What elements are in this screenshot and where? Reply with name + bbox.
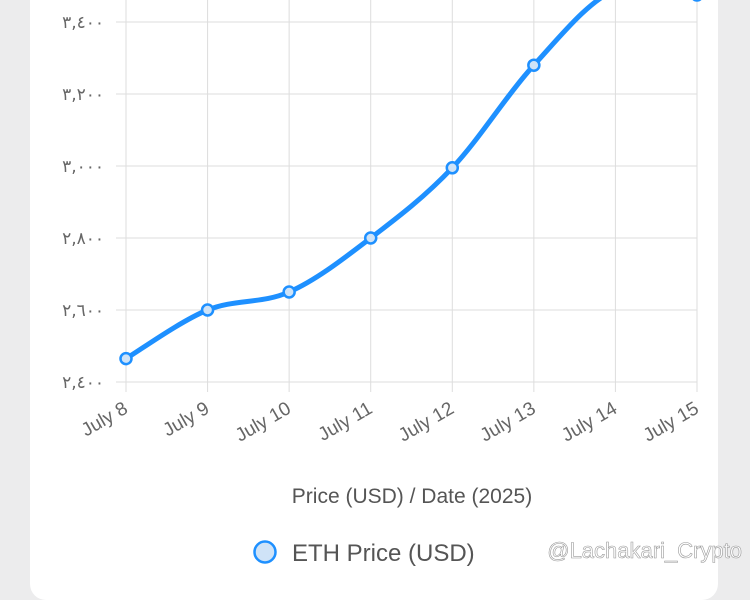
data-point [692, 0, 702, 2]
data-point [282, 285, 296, 299]
legend-marker-icon [253, 540, 277, 564]
y-tick-label: ٢,٤٠٠ [62, 373, 104, 393]
y-tick-label: ٣,٢٠٠ [62, 85, 104, 105]
grid-lines [116, 0, 698, 392]
x-tick-label: July 15 [640, 398, 703, 446]
watermark-text: @Lachakari_Crypto [547, 538, 742, 563]
x-tick-label: July 10 [232, 398, 295, 446]
x-axis-title: Price (USD) / Date (2025) [292, 485, 532, 508]
x-tick-label: July 14 [558, 398, 621, 447]
data-point [445, 161, 460, 175]
x-tick-label: July 12 [395, 398, 458, 446]
data-point [363, 231, 378, 245]
x-tick-label: July 9 [160, 398, 213, 441]
data-point [200, 303, 215, 317]
x-tick-label: July 11 [315, 398, 376, 446]
y-tick-label: ٣,٠٠٠ [62, 157, 104, 177]
x-tick-label: July 13 [477, 398, 540, 446]
eth-price-line [123, 0, 603, 362]
data-point [119, 351, 133, 366]
y-tick-label: ٣,٤٠٠ [62, 13, 104, 33]
legend[interactable]: ETH Price (USD) [253, 540, 475, 567]
y-tick-label: ٢,٨٠٠ [62, 229, 104, 249]
x-tick-label: July 8 [78, 398, 131, 441]
data-point [527, 58, 541, 72]
y-tick-label: ٢,٦٠٠ [62, 301, 104, 321]
x-axis-ticks: July 8 July 9 July 10 July 11 July 12 July 13… [78, 398, 702, 447]
chart-card [30, 0, 718, 600]
legend-label: ETH Price (USD) [292, 540, 475, 567]
data-points [119, 0, 702, 366]
